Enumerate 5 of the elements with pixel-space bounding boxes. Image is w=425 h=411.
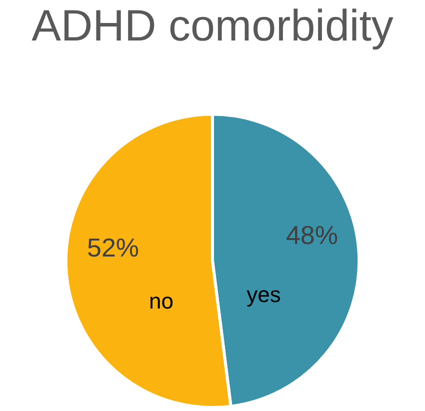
chart-title: ADHD comorbidity <box>32 2 394 51</box>
slice-label: no <box>149 288 174 314</box>
data-label: 48% <box>286 220 338 250</box>
slice-label: yes <box>246 282 281 307</box>
data-label: 52% <box>86 232 140 263</box>
